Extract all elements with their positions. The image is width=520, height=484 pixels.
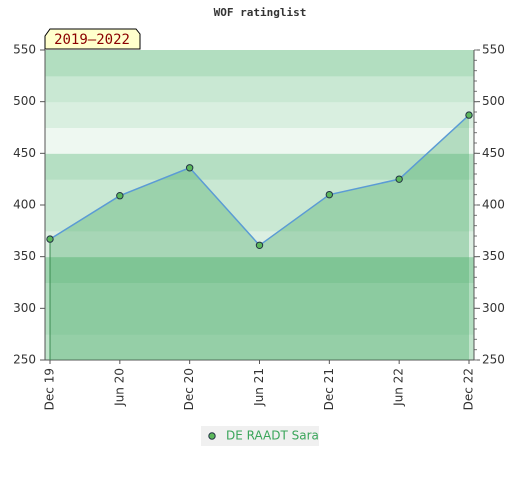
x-tick-label: Dec 19	[43, 368, 57, 410]
band	[45, 179, 474, 206]
band	[45, 334, 474, 361]
y-tick-label: 500	[13, 94, 36, 108]
point	[185, 164, 194, 172]
x-tick-label: Dec 20	[182, 368, 196, 410]
y-tick-label-right: 250	[482, 353, 505, 367]
point	[465, 111, 473, 119]
y-tick-label: 400	[13, 198, 36, 212]
badge-box	[44, 28, 141, 50]
y-tick-label: 250	[13, 353, 36, 367]
y-tick-label-right: 300	[482, 301, 505, 315]
legend-box	[201, 426, 319, 446]
point	[255, 241, 264, 250]
point	[46, 235, 54, 243]
band	[45, 127, 474, 154]
x-tick-label: Jun 22	[392, 368, 406, 407]
legend-label: DE RAADT Sara	[226, 429, 319, 443]
band	[45, 50, 474, 77]
point	[395, 175, 403, 183]
y-tick-label: 350	[13, 249, 36, 263]
band	[45, 282, 474, 309]
y-tick-label: 450	[13, 146, 36, 160]
y-tick-label-right: 400	[482, 198, 505, 212]
x-tick-label: Jun 21	[252, 368, 266, 407]
y-tick-label: 300	[13, 301, 36, 315]
band	[45, 75, 474, 103]
y-tick-label-right: 350	[482, 249, 505, 263]
y-tick-label-right: 550	[482, 43, 505, 57]
band	[45, 308, 474, 335]
x-tick-label: Dec 21	[322, 368, 336, 410]
y-tick-label-right: 450	[482, 146, 505, 160]
y-tick-label: 550	[13, 43, 36, 57]
chart-title: WOF ratinglist	[214, 6, 307, 19]
point	[325, 190, 334, 199]
x-tick-label: Jun 20	[112, 368, 126, 407]
point	[116, 192, 124, 200]
band	[45, 205, 474, 232]
band	[45, 256, 474, 283]
y-tick-label-right: 500	[482, 94, 505, 108]
legend-marker	[208, 432, 216, 440]
badge: 2019–2022	[54, 32, 130, 48]
x-tick-label: Dec 22	[462, 368, 476, 410]
area	[50, 115, 469, 360]
band	[45, 101, 474, 128]
